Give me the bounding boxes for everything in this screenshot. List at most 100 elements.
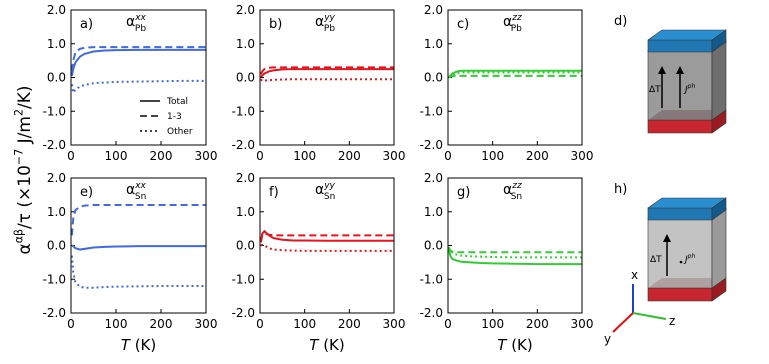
title-sub: Sn bbox=[324, 192, 335, 202]
legend-label: Other bbox=[167, 127, 193, 137]
label-part: /K) bbox=[15, 86, 35, 110]
dT-label: ΔT bbox=[650, 255, 662, 265]
diagram-h: h) ΔT Jph x y z bbox=[604, 182, 727, 346]
series-line bbox=[70, 255, 206, 289]
y-tick-label: 1.0 bbox=[236, 205, 255, 219]
y-tick-label: -1.0 bbox=[43, 104, 66, 118]
panel-label: f) bbox=[269, 185, 279, 200]
series-line bbox=[70, 204, 206, 236]
x-tick-label: 200 bbox=[526, 317, 549, 331]
plot-frame bbox=[259, 177, 395, 314]
y-tick-label: 0.0 bbox=[47, 71, 66, 85]
x-tick-label: 200 bbox=[150, 317, 173, 331]
title-sup: xx bbox=[134, 181, 146, 191]
x-tick-label: 100 bbox=[293, 317, 316, 331]
y-tick-label: 1.0 bbox=[47, 205, 66, 219]
x-tick-label: 100 bbox=[105, 149, 128, 163]
label-part: (K) bbox=[506, 336, 532, 354]
legend-label: Total bbox=[166, 97, 188, 107]
chart-title: αyy Pb bbox=[315, 13, 336, 34]
title-sub: Sn bbox=[135, 192, 146, 202]
label-part: α bbox=[15, 243, 35, 254]
y-tick-label: 1.0 bbox=[424, 37, 443, 51]
y-tick-label: -2.0 bbox=[232, 138, 255, 152]
panel: -2.0 -1.0 0.0 1.0 2.0 0 100 200 300 f) αyy Sn T (K) bbox=[232, 171, 406, 354]
x-tick-label: 300 bbox=[383, 317, 406, 331]
y-tick-label: -2.0 bbox=[43, 306, 66, 320]
x-tick-label: 300 bbox=[383, 149, 406, 163]
x-tick-label: 100 bbox=[481, 317, 504, 331]
slab bbox=[647, 197, 727, 209]
series-line bbox=[70, 48, 206, 77]
j: J bbox=[683, 255, 688, 265]
axis bbox=[612, 312, 634, 333]
title-sub: Pb bbox=[324, 24, 335, 34]
box bbox=[711, 207, 727, 289]
slab bbox=[647, 39, 713, 53]
x-tick-label: 0 bbox=[444, 317, 452, 331]
panel-label: g) bbox=[457, 185, 470, 200]
slab bbox=[647, 29, 727, 41]
series-line bbox=[259, 232, 394, 243]
slab bbox=[647, 119, 713, 134]
title-sup: yy bbox=[323, 181, 335, 191]
diagram-d: d) ΔT Jph bbox=[614, 14, 727, 134]
slab bbox=[647, 207, 713, 221]
label-part: J/m bbox=[15, 116, 35, 149]
y-tick-label: 2.0 bbox=[47, 171, 66, 185]
y-tick-label: 2.0 bbox=[424, 3, 443, 17]
y-tick-label: 0.0 bbox=[424, 239, 443, 253]
series-line bbox=[447, 246, 582, 259]
j-sup: ph bbox=[687, 83, 696, 90]
title-base: α bbox=[503, 14, 512, 30]
y-tick-label: -1.0 bbox=[43, 272, 66, 286]
panel-label: c) bbox=[457, 17, 469, 32]
plot-frame bbox=[259, 9, 395, 146]
y-tick-label: 0.0 bbox=[236, 71, 255, 85]
chart-title: αzz Pb bbox=[503, 13, 522, 34]
j-sup: ph bbox=[687, 253, 696, 260]
title-sup: yy bbox=[323, 13, 335, 23]
label-part: (K) bbox=[130, 336, 156, 354]
dT-label: ΔT bbox=[649, 85, 661, 95]
label-part: /τ (×10 bbox=[15, 165, 35, 229]
title-base: α bbox=[315, 14, 324, 30]
y-tick-label: -2.0 bbox=[232, 306, 255, 320]
legend-label: 1-3 bbox=[167, 112, 182, 122]
x-tick-label: 200 bbox=[150, 149, 173, 163]
title-sup: zz bbox=[511, 181, 522, 191]
label-part: αβ bbox=[12, 229, 25, 243]
x-tick-label: 100 bbox=[293, 149, 316, 163]
y-tick-label: -2.0 bbox=[43, 138, 66, 152]
y-tick-label: 2.0 bbox=[47, 3, 66, 17]
label-part: (K) bbox=[318, 336, 344, 354]
panel-label: e) bbox=[80, 185, 93, 200]
x-tick-label: 100 bbox=[105, 317, 128, 331]
series-line bbox=[71, 244, 206, 251]
slab bbox=[647, 287, 713, 302]
chart-title: αyy Sn bbox=[315, 181, 336, 202]
x-tick-label: 300 bbox=[571, 149, 594, 163]
x-axis-label: T (K) bbox=[121, 336, 156, 354]
y-tick-label: -2.0 bbox=[420, 306, 443, 320]
plot-frame bbox=[447, 9, 583, 146]
title-base: α bbox=[126, 182, 135, 198]
x-tick-label: 300 bbox=[571, 317, 594, 331]
title-sup: zz bbox=[511, 13, 522, 23]
title-base: α bbox=[126, 14, 135, 30]
y-tick-label: 2.0 bbox=[236, 171, 255, 185]
panel-label: a) bbox=[80, 17, 93, 32]
x-tick-label: 0 bbox=[67, 317, 75, 331]
x-tick-label: 100 bbox=[481, 149, 504, 163]
x-tick-label: 0 bbox=[67, 149, 75, 163]
arrow-head bbox=[658, 66, 666, 74]
chart-title: αzz Sn bbox=[503, 181, 522, 202]
panel: -2.0 -1.0 0.0 1.0 2.0 0 100 200 300 e) αxx Sn T (K) bbox=[43, 171, 218, 354]
y-tick-label: 1.0 bbox=[424, 205, 443, 219]
y-tick-label: -1.0 bbox=[232, 104, 255, 118]
panel: -2.0 -1.0 0.0 1.0 2.0 0 100 200 300 g) αzz Sn T (K) bbox=[420, 171, 594, 354]
x-axis-label: T (K) bbox=[309, 336, 344, 354]
x-tick-label: 200 bbox=[338, 149, 361, 163]
title-sub: Pb bbox=[135, 24, 146, 34]
y-tick-label: 1.0 bbox=[47, 37, 66, 51]
